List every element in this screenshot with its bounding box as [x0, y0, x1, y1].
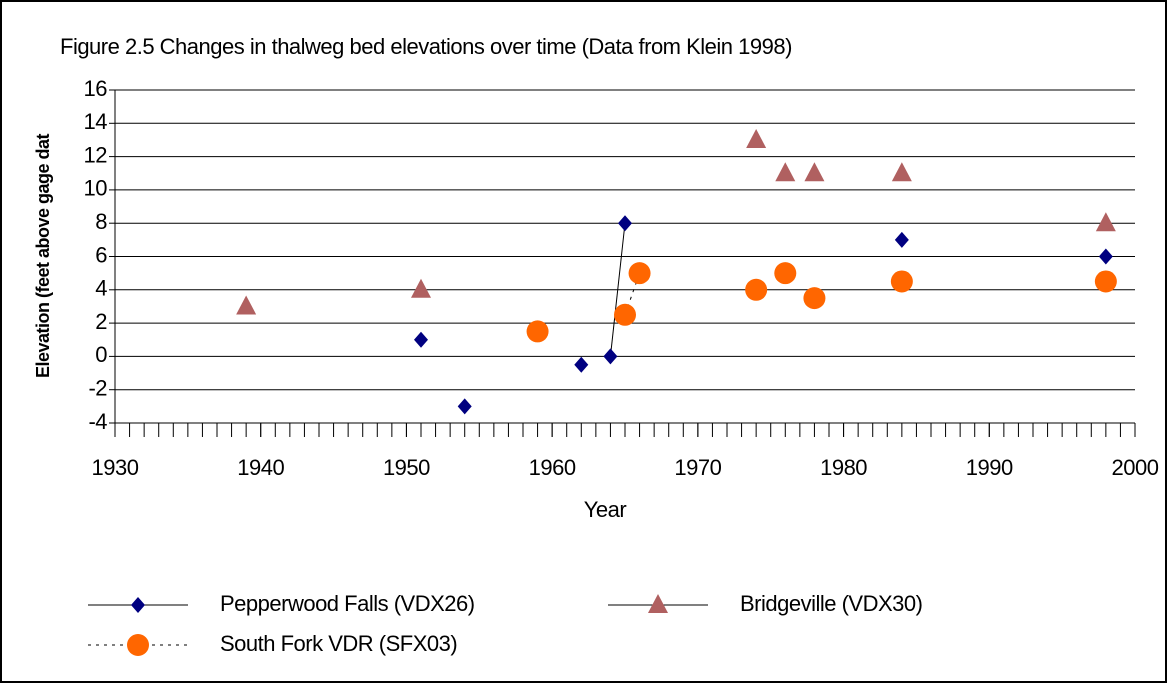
- marker: [526, 320, 549, 343]
- marker: [891, 162, 912, 182]
- marker: [890, 270, 913, 293]
- marker: [894, 231, 909, 248]
- x-tick-label: 1930: [92, 455, 139, 480]
- marker: [603, 348, 618, 365]
- x-tick-label: 1980: [820, 455, 867, 480]
- y-tick-label: -4: [88, 409, 107, 434]
- marker: [1098, 248, 1113, 265]
- y-tick-label: 16: [84, 76, 108, 101]
- x-tick-label: 2000: [1112, 455, 1159, 480]
- x-axis-label: Year: [584, 497, 627, 522]
- marker: [775, 162, 796, 182]
- marker: [1095, 212, 1116, 232]
- y-tick-label: 6: [95, 242, 107, 267]
- marker: [804, 162, 825, 182]
- marker: [574, 356, 589, 373]
- legend-label: Bridgeville (VDX30): [740, 591, 922, 616]
- chart-title: Figure 2.5 Changes in thalweg bed elevat…: [60, 34, 792, 59]
- y-tick-label: 10: [84, 176, 108, 201]
- y-tick-label: -2: [88, 376, 107, 401]
- marker: [803, 287, 826, 310]
- marker: [457, 398, 472, 415]
- x-tick-label: 1990: [966, 455, 1013, 480]
- marker: [1094, 270, 1117, 293]
- legend-label: Pepperwood Falls (VDX26): [220, 591, 475, 616]
- marker: [614, 303, 636, 326]
- x-tick-label: 1940: [237, 455, 284, 480]
- y-tick-label: 14: [84, 109, 108, 134]
- y-tick-label: 8: [95, 209, 107, 234]
- marker: [628, 262, 651, 285]
- y-tick-label: 2: [95, 309, 107, 334]
- marker: [131, 597, 145, 613]
- series-line: [609, 223, 626, 357]
- marker: [414, 331, 428, 348]
- marker: [618, 215, 632, 232]
- x-tick-label: 1970: [674, 455, 721, 480]
- y-tick-label: 4: [95, 276, 107, 301]
- legend-label: South Fork VDR (SFX03): [220, 631, 457, 656]
- x-tick-label: 1960: [529, 455, 576, 480]
- marker: [745, 278, 768, 301]
- marker: [746, 128, 767, 148]
- marker: [127, 634, 149, 656]
- marker: [774, 262, 797, 285]
- y-tick-label: 12: [84, 142, 108, 167]
- x-tick-label: 1950: [383, 455, 430, 480]
- marker: [648, 594, 668, 613]
- marker: [236, 295, 257, 315]
- y-axis-label: Elevation (feet above gage dat: [33, 133, 53, 378]
- y-tick-label: 0: [95, 342, 107, 367]
- marker: [411, 278, 431, 298]
